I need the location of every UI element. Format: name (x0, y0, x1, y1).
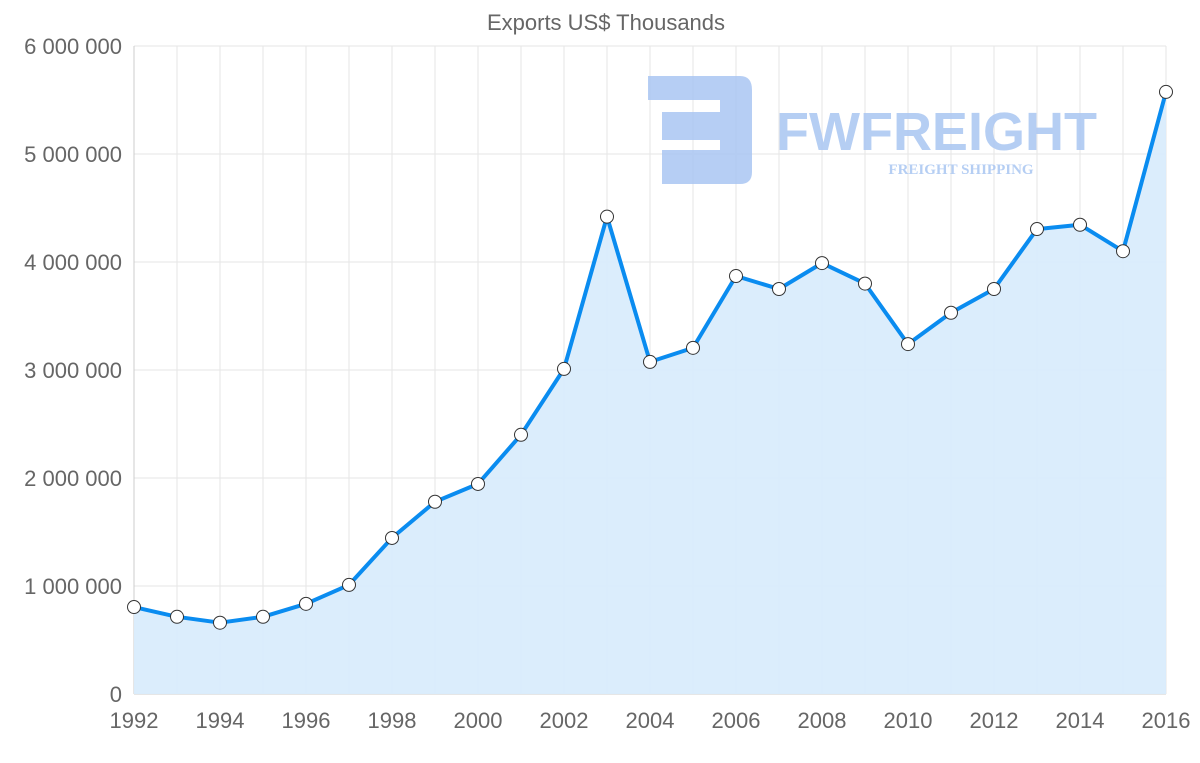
data-point (858, 276, 872, 291)
data-point (428, 494, 442, 509)
data-point (643, 354, 657, 369)
x-tick-label: 2000 (454, 708, 503, 733)
y-tick-label: 4 000 000 (24, 250, 122, 275)
data-point (299, 596, 313, 611)
x-tick-label: 2004 (626, 708, 675, 733)
data-point (1073, 217, 1087, 232)
data-point (385, 530, 399, 545)
watermark-tagline: FREIGHT SHIPPING (888, 162, 1033, 178)
data-point (1116, 244, 1130, 259)
data-point (901, 337, 915, 352)
data-point (772, 282, 786, 296)
data-point (514, 427, 528, 442)
y-tick-label: 2 000 000 (24, 466, 122, 491)
x-axis: 1992 1994 1996 1998 2000 2002 2004 2006 2008 2010… (110, 708, 1191, 733)
data-point (1030, 222, 1044, 237)
fwfreight-logo-watermark: FWFREIGHT FREIGHT SHIPPING (648, 76, 1097, 184)
data-point (170, 609, 184, 624)
data-point (557, 361, 571, 376)
y-tick-label: 1 000 000 (24, 574, 122, 599)
y-tick-label: 0 (110, 682, 122, 707)
data-point (815, 256, 829, 271)
y-tick-label: 3 000 000 (24, 358, 122, 383)
x-tick-label: 2012 (970, 708, 1019, 733)
x-tick-label: 1992 (110, 708, 159, 733)
x-tick-label: 2002 (540, 708, 589, 733)
x-tick-label: 2006 (712, 708, 761, 733)
data-point (944, 305, 958, 320)
data-point (729, 269, 743, 284)
y-axis: 0 1 000 000 2 000 000 3 000 000 4 000 000 5 0… (24, 34, 122, 707)
data-point (127, 600, 141, 615)
data-point (471, 476, 485, 491)
x-tick-label: 2016 (1142, 708, 1191, 733)
data-point (256, 609, 270, 624)
x-tick-label: 1998 (368, 708, 417, 733)
series-exports (127, 84, 1173, 694)
data-point (1159, 84, 1173, 99)
y-tick-label: 6 000 000 (24, 34, 122, 59)
data-point (987, 282, 1001, 296)
x-tick-label: 2014 (1056, 708, 1105, 733)
data-point (213, 615, 227, 630)
y-tick-label: 5 000 000 (24, 142, 122, 167)
data-point (600, 209, 614, 224)
x-tick-label: 2010 (884, 708, 933, 733)
watermark-brand: FWFREIGHT (776, 102, 1097, 162)
chart-title: Exports US$ Thousands (487, 10, 725, 35)
x-tick-label: 1994 (196, 708, 245, 733)
x-tick-label: 2008 (798, 708, 847, 733)
x-tick-label: 1996 (282, 708, 331, 733)
data-point (342, 577, 356, 592)
data-point (686, 340, 700, 355)
